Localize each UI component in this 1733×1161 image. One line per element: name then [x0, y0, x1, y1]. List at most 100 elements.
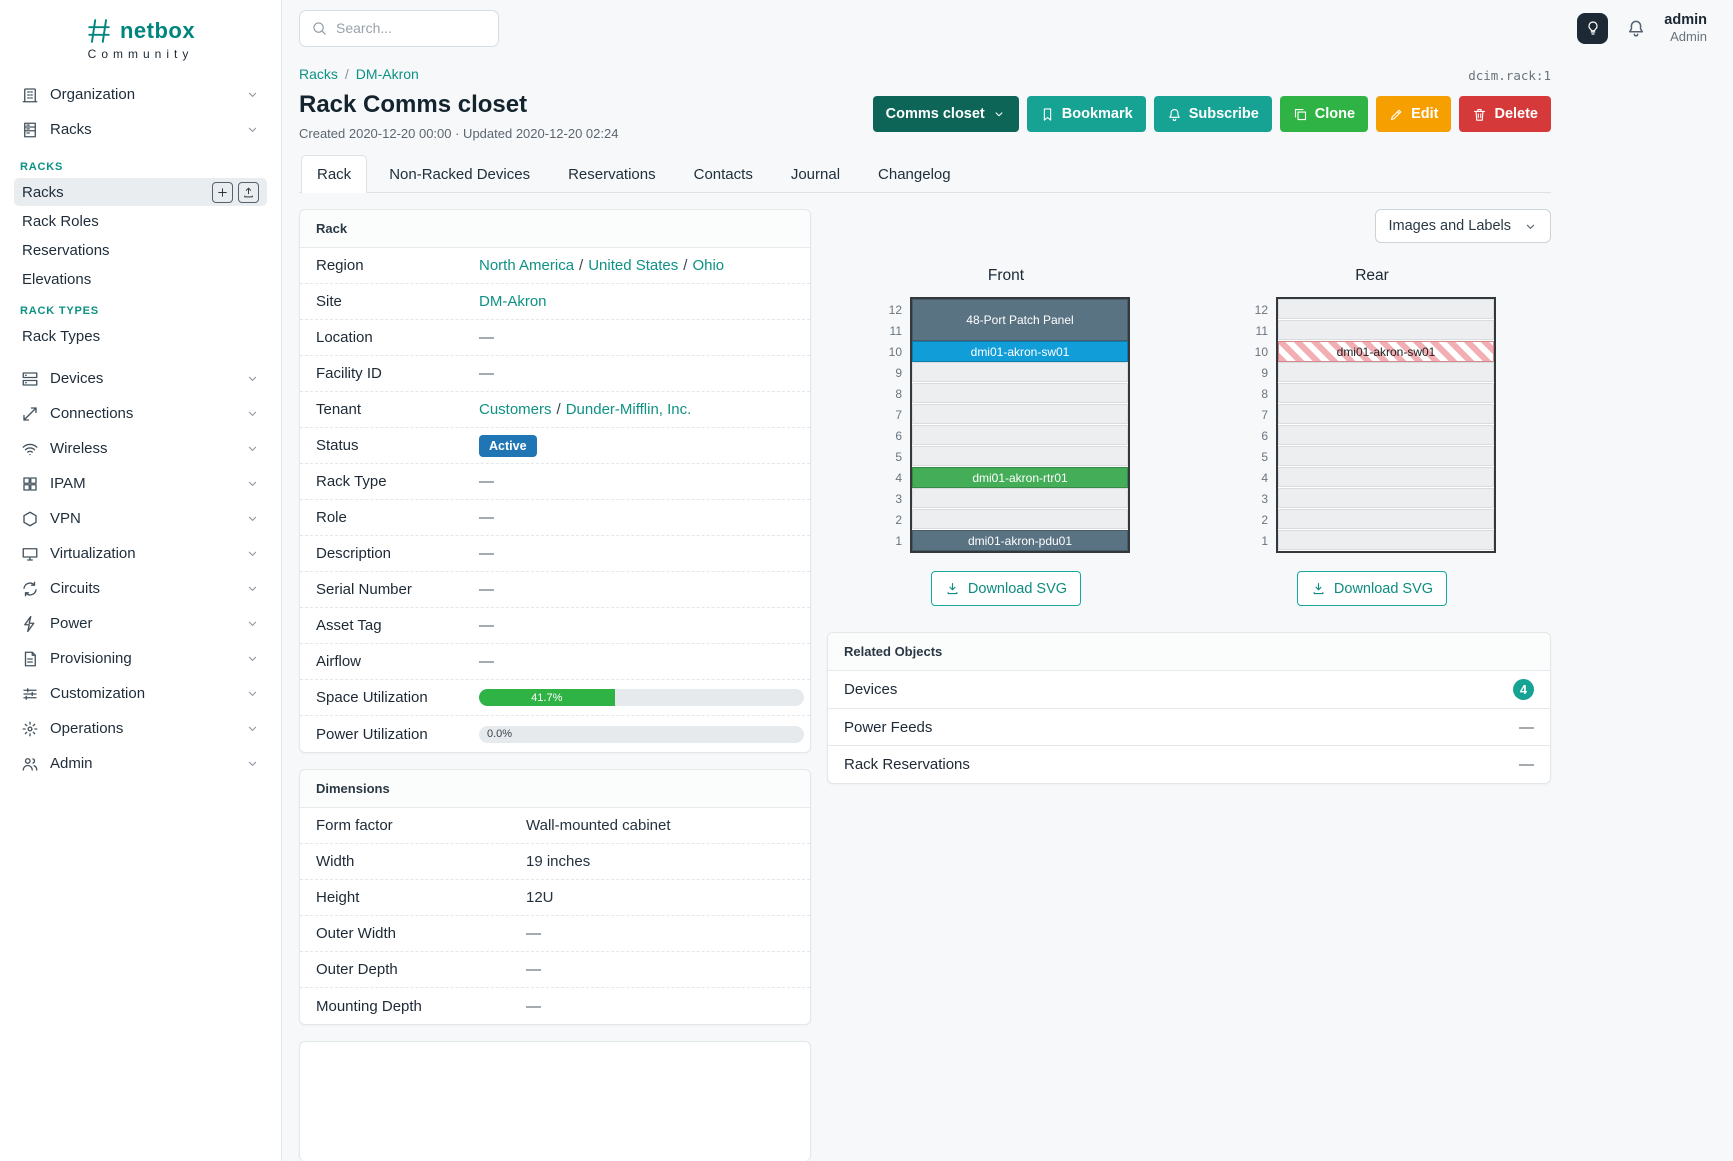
action-clone-button[interactable]: Clone: [1279, 96, 1369, 132]
sidebar-item-operations[interactable]: Operations: [12, 711, 269, 746]
sidebar-item-rack-types[interactable]: Rack Types: [14, 322, 267, 350]
rack-slot-u8: [912, 383, 1128, 404]
action-bookmark-button[interactable]: Bookmark: [1026, 96, 1146, 132]
sidebar-item-racks[interactable]: Racks: [14, 178, 267, 206]
sidebar-item-connections[interactable]: Connections: [12, 396, 269, 431]
provisioning-icon: [21, 650, 39, 668]
attr-row-mounting-depth: Mounting Depth —: [300, 988, 810, 1024]
breadcrumb-link-racks[interactable]: Racks: [299, 66, 338, 82]
unit-number: 10: [1254, 344, 1268, 359]
sidebar-item-racks[interactable]: Racks: [12, 112, 269, 147]
import-button[interactable]: [238, 181, 259, 203]
action-edit-button[interactable]: Edit: [1376, 96, 1452, 132]
related-row-rack-reservations[interactable]: Rack Reservations —: [828, 746, 1550, 783]
sidebar-item-devices[interactable]: Devices: [12, 361, 269, 396]
device-48-port-patch-panel-front[interactable]: 48-Port Patch Panel: [912, 299, 1128, 341]
virtualization-icon: [21, 545, 39, 563]
action-button-label: Edit: [1411, 106, 1439, 122]
download-svg-button[interactable]: Download SVG: [1296, 571, 1448, 606]
action-buttons: Comms closet Bookmark Subscribe Clone Edit De…: [872, 96, 1551, 132]
sidebar-item-label: Operations: [50, 720, 124, 737]
tab-rack[interactable]: Rack: [301, 155, 368, 193]
device-dmi01-akron-sw01-front[interactable]: dmi01-akron-sw01: [912, 341, 1128, 362]
link-north-america[interactable]: North America: [479, 257, 575, 274]
vpn-icon: [21, 510, 39, 528]
unit-number: 6: [895, 428, 902, 443]
tab-journal[interactable]: Journal: [790, 166, 841, 183]
related-empty: —: [1519, 756, 1534, 773]
sidebar-item-wireless[interactable]: Wireless: [12, 431, 269, 466]
rack-slot-u5: [1278, 446, 1494, 467]
rack-slot-u2: [1278, 509, 1494, 530]
action-delete-button[interactable]: Delete: [1459, 96, 1551, 132]
link-united-states[interactable]: United States: [588, 257, 679, 274]
related-objects-panel: Related Objects Devices 4 Power Feeds — Rack…: [827, 632, 1551, 784]
attr-row-asset-tag: Asset Tag —: [300, 608, 810, 644]
sidebar-item-admin[interactable]: Admin: [12, 746, 269, 781]
bell-icon: [1167, 107, 1182, 122]
sidebar-item-circuits[interactable]: Circuits: [12, 571, 269, 606]
attr-value: 12U: [526, 889, 554, 906]
sidebar-item-power[interactable]: Power: [12, 606, 269, 641]
sidebar-item-customization[interactable]: Customization: [12, 676, 269, 711]
unit-number: 2: [1261, 512, 1268, 527]
link-dm-akron[interactable]: DM-Akron: [479, 293, 547, 310]
sidebar-item-ipam[interactable]: IPAM: [12, 466, 269, 501]
link-separator: /: [579, 257, 584, 274]
sidebar-item-organization[interactable]: Organization: [12, 77, 269, 112]
utilization-bar: 41.7%: [479, 689, 804, 706]
rack-slot-u7: [912, 404, 1128, 425]
action-subscribe-button[interactable]: Subscribe: [1153, 96, 1272, 132]
related-row-devices[interactable]: Devices 4: [828, 671, 1550, 709]
sidebar-nav: Organization Racks RACKS Racks Rack Roles Res…: [12, 77, 269, 781]
user-menu[interactable]: admin Admin: [1664, 11, 1707, 45]
link-ohio[interactable]: Ohio: [692, 257, 725, 274]
sidebar-item-label: Power: [50, 615, 93, 632]
related-row-power-feeds[interactable]: Power Feeds —: [828, 709, 1550, 746]
attr-row-description: Description —: [300, 536, 810, 572]
breadcrumb-link-site[interactable]: DM-Akron: [355, 66, 419, 82]
brand[interactable]: netbox Community: [12, 14, 269, 77]
sidebar-item-provisioning[interactable]: Provisioning: [12, 641, 269, 676]
theme-toggle-button[interactable]: [1577, 12, 1609, 44]
power-icon: [21, 615, 39, 633]
sidebar-item-virtualization[interactable]: Virtualization: [12, 536, 269, 571]
images-and-labels-select[interactable]: Images and Labels: [1375, 209, 1551, 243]
count-badge: 4: [1513, 679, 1534, 700]
brand-name: netbox: [119, 18, 196, 43]
search-input[interactable]: [336, 20, 486, 36]
action-button-label: Bookmark: [1061, 106, 1133, 122]
unit-number: 5: [895, 449, 902, 464]
tab-changelog[interactable]: Changelog: [878, 166, 951, 183]
sidebar-item-vpn[interactable]: VPN: [12, 501, 269, 536]
rack-panel: Rack Region North America / United States / O…: [299, 209, 811, 753]
device-dmi01-akron-sw01-rear[interactable]: dmi01-akron-sw01: [1278, 341, 1494, 362]
device-dmi01-akron-rtr01-front[interactable]: dmi01-akron-rtr01: [912, 467, 1128, 488]
action-comms-closet-button[interactable]: Comms closet: [872, 96, 1019, 132]
tab-non-racked-devices[interactable]: Non-Racked Devices: [389, 166, 531, 183]
search-icon: [312, 21, 327, 36]
notifications-bell-icon[interactable]: [1626, 18, 1646, 38]
attr-row-form-factor: Form factor Wall-mounted cabinet: [300, 808, 810, 844]
sidebar-item-label: Wireless: [50, 440, 108, 457]
sidebar-item-elevations[interactable]: Elevations: [14, 265, 267, 293]
sidebar-item-label: Racks: [50, 121, 92, 138]
unit-numbers: 12 11 10 9 8 7 6 5 4 3 2 1: [882, 297, 902, 553]
sidebar-item-label: VPN: [50, 510, 81, 527]
device-dmi01-akron-pdu01-front[interactable]: dmi01-akron-pdu01: [912, 530, 1128, 551]
link-dunder-mifflin-inc[interactable]: Dunder-Mifflin, Inc.: [565, 401, 692, 418]
sidebar-item-label: Elevations: [22, 270, 92, 288]
unit-number: 7: [895, 407, 902, 422]
tab-reservations[interactable]: Reservations: [568, 166, 656, 183]
download-svg-button[interactable]: Download SVG: [930, 571, 1082, 606]
add-button[interactable]: [212, 181, 233, 203]
columns: Rack Region North America / United States / O…: [299, 209, 1551, 1161]
page-meta: Created 2020-12-20 00:00 · Updated 2020-…: [299, 126, 619, 141]
link-customers[interactable]: Customers: [479, 401, 552, 418]
unit-number: 2: [895, 512, 902, 527]
sidebar-item-reservations[interactable]: Reservations: [14, 236, 267, 264]
sidebar-item-rack-roles[interactable]: Rack Roles: [14, 207, 267, 235]
search-box[interactable]: [299, 9, 499, 47]
tab-contacts[interactable]: Contacts: [693, 166, 753, 183]
